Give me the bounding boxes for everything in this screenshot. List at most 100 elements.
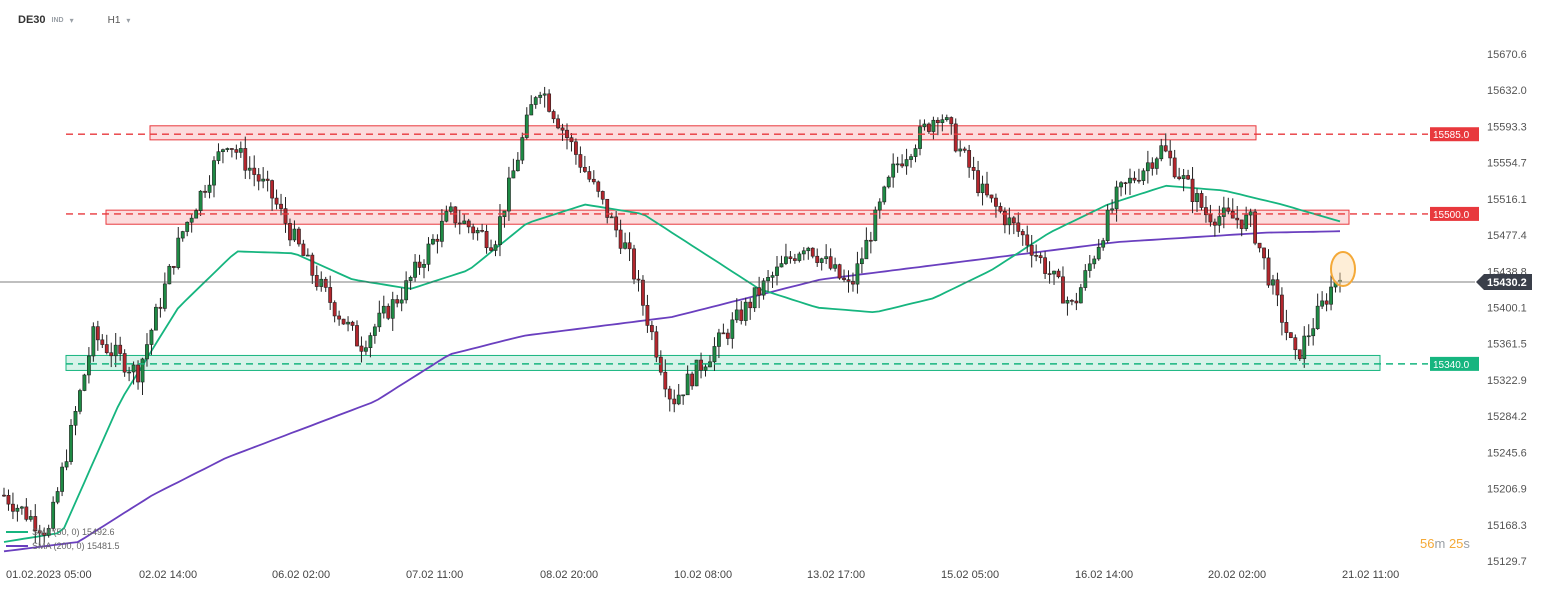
candle-body (28, 516, 33, 520)
chevron-down-icon[interactable]: ▾ (69, 15, 74, 25)
candlesticks (2, 86, 1342, 546)
candle-body (364, 347, 368, 352)
candle-body (1011, 217, 1016, 224)
candle-body (944, 117, 949, 120)
candle-body (1141, 170, 1146, 181)
candle-body (435, 238, 440, 242)
level-tag-label: 15500.0 (1433, 210, 1470, 221)
y-tick-label: 15477.4 (1487, 230, 1527, 242)
candle-body (2, 494, 6, 497)
candle-body (1221, 207, 1226, 217)
candle-body (748, 301, 753, 309)
candle-body (591, 178, 596, 183)
x-tick-label: 07.02 11:00 (406, 569, 463, 581)
candle-body (864, 239, 869, 260)
candle-body (641, 279, 645, 306)
chart-header: DE30 IND ▾ H1 ▾ (18, 14, 130, 26)
candle-body (935, 119, 940, 124)
candle-body (569, 137, 574, 143)
candle-body (323, 278, 328, 288)
candle-body (918, 126, 922, 149)
sma50-legend-label: SMA (50, 0) 15492.6 (32, 527, 115, 537)
candle-body (1275, 279, 1280, 296)
candle-body (448, 206, 453, 212)
candle-body (734, 309, 739, 321)
x-tick-label: 13.02 17:00 (807, 569, 865, 581)
candle-body (784, 256, 788, 264)
candle-body (636, 278, 641, 281)
instrument-type-label: IND (51, 16, 64, 24)
candle-body (381, 305, 386, 314)
candle-body (413, 261, 417, 278)
level-zone (65, 354, 1381, 371)
candle-body (1329, 286, 1333, 305)
candle-body (1168, 150, 1173, 159)
highlight-circle (1330, 251, 1356, 287)
candle-body (33, 516, 38, 532)
candle-body (524, 114, 529, 138)
candle-body (91, 326, 96, 357)
candle-body (305, 254, 310, 257)
candle-body (873, 209, 878, 241)
candle-body (980, 183, 985, 194)
candle-body (582, 166, 587, 172)
candle-body (69, 424, 73, 462)
candle-body (24, 506, 29, 520)
candle-body (252, 167, 257, 175)
candle-body (1002, 210, 1007, 226)
candle-body (819, 258, 824, 263)
candle-body (167, 265, 172, 285)
candle-body (614, 216, 619, 231)
chevron-down-icon[interactable]: ▾ (126, 15, 131, 25)
candle-body (498, 216, 502, 245)
candle-body (886, 176, 891, 188)
candle-body (1083, 270, 1088, 288)
candle-body (466, 220, 471, 228)
candle-body (1248, 211, 1253, 216)
candle-body (515, 159, 520, 172)
x-tick-label: 10.02 08:00 (674, 569, 732, 581)
y-tick-label: 15632.0 (1487, 85, 1527, 97)
candle-body (350, 321, 355, 326)
sma50-legend[interactable]: SMA (50, 0) 15492.6 (6, 527, 115, 537)
candle-body (399, 299, 404, 304)
candle-body (855, 263, 860, 285)
candle-body (1186, 175, 1190, 180)
candle-body (386, 305, 391, 319)
candle-body (1150, 162, 1155, 169)
sma200-legend[interactable]: SMA (200, 0) 15481.5 (6, 541, 120, 551)
candle-body (221, 149, 225, 152)
candle-body (297, 228, 301, 245)
candle-body (842, 277, 846, 280)
candle-body (752, 287, 757, 309)
candle-body (605, 198, 610, 218)
y-tick-label: 15670.6 (1487, 49, 1527, 61)
candle-body (985, 183, 989, 196)
candle-body (1217, 216, 1222, 226)
timeframe-label[interactable]: H1 (107, 14, 121, 26)
candle-body (667, 388, 672, 400)
candle-body (560, 127, 565, 131)
candle-body (1110, 208, 1115, 211)
candle-body (1163, 145, 1168, 152)
candle-body (243, 148, 248, 171)
candle-body (1105, 209, 1110, 241)
candle-body (480, 230, 485, 232)
candle-body (676, 394, 681, 405)
candle-body (788, 256, 793, 259)
candle-body (1284, 322, 1289, 333)
candle-body (770, 275, 775, 278)
symbol-label[interactable]: DE30 (18, 14, 46, 26)
candle-body (1087, 263, 1092, 271)
candle-body (319, 278, 324, 287)
candle-body (1092, 258, 1097, 265)
candle-body (194, 210, 199, 219)
timer-seconds-unit: s (1463, 536, 1470, 551)
candle-body (833, 264, 837, 269)
candle-body (895, 163, 900, 166)
candle-body (1123, 182, 1128, 184)
candle-body (1128, 177, 1132, 184)
candle-body (1154, 158, 1159, 169)
candle-body (46, 528, 51, 536)
